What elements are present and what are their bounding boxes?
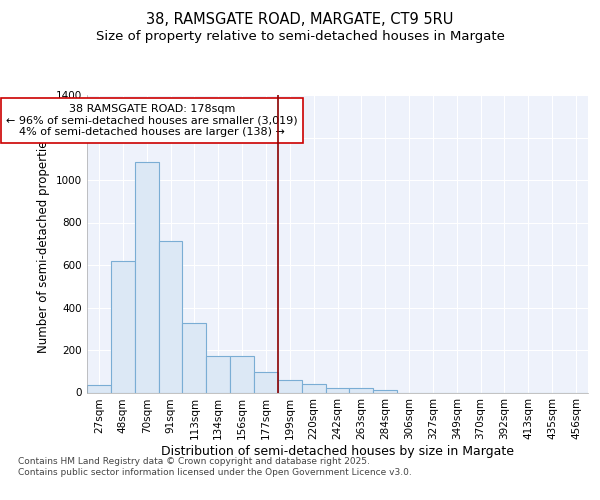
Bar: [206, 356, 230, 392]
Text: 38 RAMSGATE ROAD: 178sqm
← 96% of semi-detached houses are smaller (3,019)
4% of: 38 RAMSGATE ROAD: 178sqm ← 96% of semi-d…: [7, 104, 298, 137]
Bar: [373, 390, 397, 392]
Text: Contains HM Land Registry data © Crown copyright and database right 2025.
Contai: Contains HM Land Registry data © Crown c…: [18, 458, 412, 477]
Text: Size of property relative to semi-detached houses in Margate: Size of property relative to semi-detach…: [95, 30, 505, 43]
Bar: [111, 261, 135, 392]
Bar: [135, 162, 158, 392]
Bar: [326, 388, 349, 392]
Bar: [182, 324, 206, 392]
Bar: [254, 372, 278, 392]
Bar: [278, 380, 302, 392]
Text: 38, RAMSGATE ROAD, MARGATE, CT9 5RU: 38, RAMSGATE ROAD, MARGATE, CT9 5RU: [146, 12, 454, 28]
Y-axis label: Number of semi-detached properties: Number of semi-detached properties: [37, 134, 50, 353]
Bar: [349, 388, 373, 392]
X-axis label: Distribution of semi-detached houses by size in Margate: Distribution of semi-detached houses by …: [161, 445, 514, 458]
Bar: [230, 356, 254, 392]
Bar: [158, 240, 182, 392]
Bar: [87, 385, 111, 392]
Bar: [302, 384, 326, 392]
